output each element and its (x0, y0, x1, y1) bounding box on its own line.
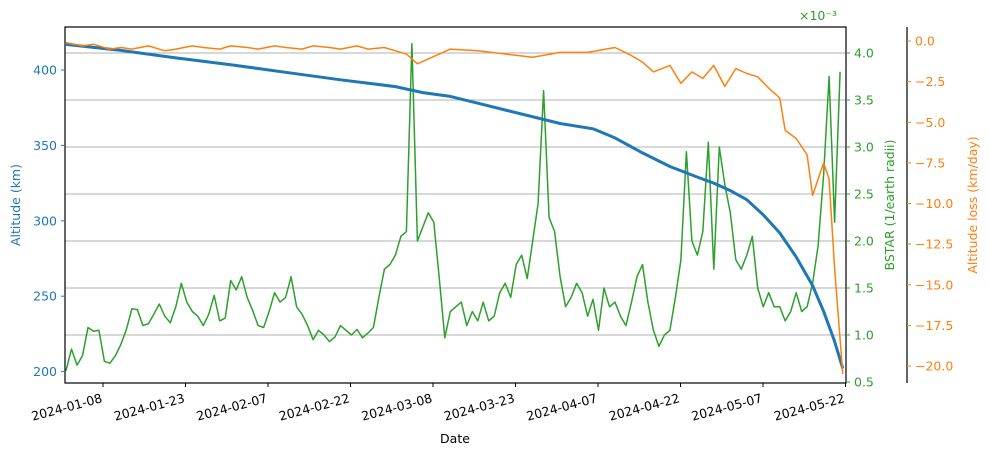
bstar-tick-label: 3.0 (854, 140, 874, 155)
altitude-loss-tick-label: −15.0 (915, 277, 953, 292)
altitude-axis: 200 250 300 350 400 (33, 63, 65, 379)
altitude-loss-tick-label: 0.0 (915, 34, 935, 49)
bstar-gridlines (65, 52, 846, 336)
altitude-loss-axis: 0.0 −2.5 −5.0 −7.5 −10.0 −12.5 −15.0 −17.5 −20.0 (906, 27, 953, 383)
x-axis-title: Date (440, 431, 470, 446)
series-layer (65, 41, 845, 375)
bstar-tick-label: 1.5 (854, 281, 874, 296)
bstar-axis: 0.5 1.0 1.5 2.0 2.5 3.0 3.5 4.0 (846, 46, 874, 390)
bstar-tick-label: 1.0 (854, 328, 874, 343)
altitude-loss-tick-label: −12.5 (915, 237, 953, 252)
altitude-tick-label: 250 (33, 289, 57, 304)
x-tick-label: 2024-05-07 (690, 390, 764, 423)
bstar-offset-text: ×10⁻³ (799, 8, 837, 23)
altitude-loss-tick-label: −7.5 (915, 155, 945, 170)
bstar-tick-label: 3.5 (854, 93, 874, 108)
bstar-tick-label: 2.0 (854, 234, 874, 249)
altitude-loss-tick-label: −5.0 (915, 115, 945, 130)
x-axis: 2024-01-08 2024-01-23 2024-02-07 2024-02-22… (30, 383, 846, 424)
altitude-loss-tick-label: −20.0 (915, 359, 953, 374)
altitude-tick-label: 400 (33, 63, 57, 78)
altitude-tick-label: 350 (33, 138, 57, 153)
altitude-tick-label: 300 (33, 213, 57, 228)
altitude-loss-series-line (65, 41, 844, 375)
altitude-loss-tick-label: −2.5 (915, 74, 945, 89)
x-tick-label: 2024-01-08 (30, 390, 104, 423)
altitude-loss-tick-label: −10.0 (915, 196, 953, 211)
altitude-loss-axis-title: Altitude loss (km/day) (965, 136, 980, 273)
x-tick-label: 2024-01-23 (112, 390, 186, 423)
x-tick-label: 2024-03-08 (360, 390, 434, 423)
bstar-series-line (65, 42, 841, 371)
bstar-tick-label: 0.5 (854, 375, 874, 390)
altitude-loss-tick-label: −17.5 (915, 318, 953, 333)
bstar-tick-label: 2.5 (854, 187, 874, 202)
plot-frame (64, 26, 847, 384)
x-tick-label: 2024-04-22 (607, 390, 681, 423)
x-tick-label: 2024-05-22 (772, 390, 846, 423)
bstar-axis-title: BSTAR (1/earth radii) (882, 139, 897, 270)
x-tick-label: 2024-02-07 (195, 390, 269, 423)
altitude-axis-title: Altitude (km) (8, 164, 23, 246)
x-tick-label: 2024-02-22 (277, 390, 351, 423)
bstar-tick-label: 4.0 (854, 46, 874, 61)
x-tick-label: 2024-04-07 (525, 390, 599, 423)
altitude-tick-label: 200 (33, 364, 57, 379)
altitude-series-line (65, 42, 845, 370)
x-tick-label: 2024-03-23 (442, 390, 516, 423)
